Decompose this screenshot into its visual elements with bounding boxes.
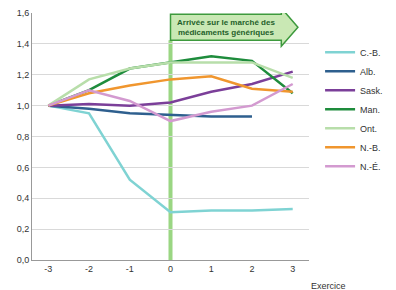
svg-text:Sask.: Sask. <box>360 86 383 96</box>
svg-text:1,4: 1,4 <box>17 39 30 49</box>
svg-text:1: 1 <box>209 264 214 274</box>
svg-text:Arrivée sur le marché desmédic: Arrivée sur le marché desmédicaments gén… <box>177 18 275 37</box>
svg-text:Ont.: Ont. <box>360 124 377 134</box>
svg-text:Alb.: Alb. <box>360 67 376 77</box>
svg-text:C.-B.: C.-B. <box>360 48 381 58</box>
svg-text:0,2: 0,2 <box>17 224 30 234</box>
svg-text:1,2: 1,2 <box>17 70 30 80</box>
svg-text:Man.: Man. <box>360 105 380 115</box>
svg-text:1,6: 1,6 <box>17 8 30 18</box>
svg-text:0,4: 0,4 <box>17 193 30 203</box>
svg-text:-2: -2 <box>85 264 93 274</box>
svg-text:0: 0 <box>168 264 173 274</box>
svg-text:3: 3 <box>290 264 295 274</box>
svg-text:0,8: 0,8 <box>17 132 30 142</box>
svg-text:N.-É.: N.-É. <box>360 162 381 172</box>
svg-text:2: 2 <box>249 264 254 274</box>
svg-text:N.-B.: N.-B. <box>360 143 381 153</box>
svg-text:-3: -3 <box>44 264 52 274</box>
svg-text:1,0: 1,0 <box>17 101 30 111</box>
svg-text:-1: -1 <box>126 264 134 274</box>
svg-text:Exercice: Exercice <box>311 281 346 290</box>
svg-text:0,6: 0,6 <box>17 163 30 173</box>
svg-text:0,0: 0,0 <box>17 255 30 265</box>
